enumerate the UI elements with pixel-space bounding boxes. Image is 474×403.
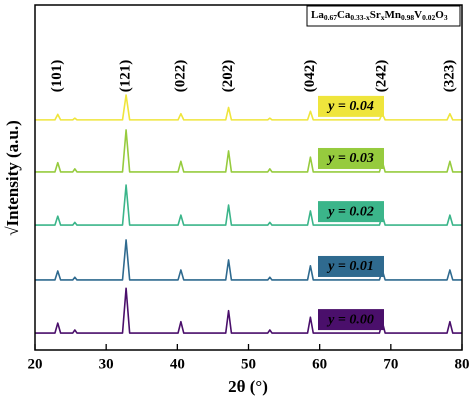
peak-label: (202) <box>220 60 236 93</box>
formula: La0.67Ca0.33-xSrxMn0.98V0.02O3 <box>311 9 448 22</box>
formula-element: La <box>311 9 324 21</box>
peak-label: (323) <box>441 60 457 93</box>
peak-label: (022) <box>172 60 188 93</box>
legend-label: y = 0.03 <box>326 151 374 166</box>
formula-element: O <box>435 9 444 21</box>
x-tick-label: 30 <box>99 356 114 372</box>
peak-label: (042) <box>302 60 318 93</box>
formula-subscript: 0.33-x <box>350 13 370 22</box>
x-tick-label: 20 <box>28 356 43 372</box>
plot-frame <box>34 4 463 351</box>
x-tick-label: 50 <box>241 356 256 372</box>
peak-label: (242) <box>374 60 390 93</box>
series-line <box>35 287 462 334</box>
legend-label: y = 0.02 <box>326 204 374 219</box>
formula-subscript: 0.67 <box>324 13 337 22</box>
peak-label: (121) <box>118 60 134 93</box>
legend-label: y = 0.01 <box>326 259 374 274</box>
series-line <box>35 129 462 173</box>
y-axis-label: √Intensity (a.u.) <box>3 120 22 236</box>
x-tick-label: 80 <box>455 356 470 372</box>
legend-box <box>318 201 384 223</box>
formula-element: V <box>414 9 422 21</box>
legend-label: y = 0.04 <box>326 99 374 114</box>
series-line <box>35 94 462 121</box>
x-tick-label: 70 <box>383 356 398 372</box>
formula-box <box>306 5 461 27</box>
formula-subscript: 0.98 <box>401 13 414 22</box>
legend-box <box>318 309 384 331</box>
formula-subscript: x <box>381 13 385 22</box>
formula-element: Sr <box>370 9 381 21</box>
x-axis-label: 2θ (°) <box>228 377 268 396</box>
formula-element: Mn <box>385 9 402 21</box>
series-line <box>35 239 462 281</box>
x-tick-label: 60 <box>312 356 327 372</box>
legend-box <box>318 147 384 169</box>
legend-box <box>318 255 384 277</box>
formula-element: Ca <box>337 9 351 21</box>
formula-subscript: 0.02 <box>422 13 435 22</box>
formula-subscript: 3 <box>444 13 448 22</box>
series-line <box>35 184 462 226</box>
x-tick-label: 40 <box>170 356 185 372</box>
legend-label: y = 0.00 <box>326 312 374 327</box>
legend-box <box>318 95 384 117</box>
peak-label: (101) <box>49 60 65 93</box>
